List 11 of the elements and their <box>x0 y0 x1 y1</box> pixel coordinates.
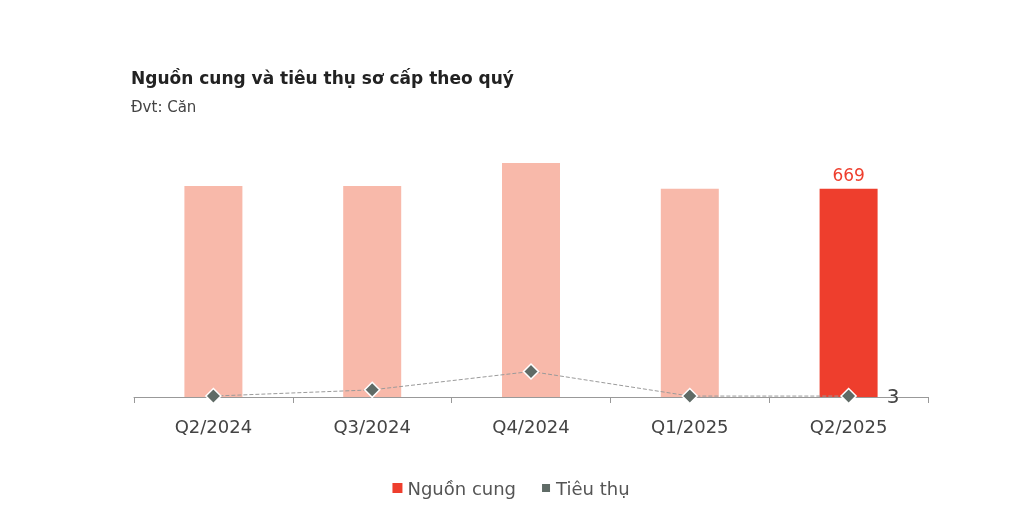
chart-subtitle: Đvt: Căn <box>131 97 197 116</box>
x-tick-label: Q2/2025 <box>809 415 888 437</box>
legend-label: Tiêu thụ <box>555 477 630 499</box>
chart-title: Nguồn cung và tiêu thụ sơ cấp theo quý <box>131 67 514 88</box>
x-tick-label: Q1/2025 <box>651 415 729 437</box>
x-tick-label: Q3/2024 <box>333 415 411 437</box>
legend-label: Nguồn cung <box>407 477 517 499</box>
data-label: 3 <box>886 384 900 409</box>
x-tick-label: Q2/2024 <box>174 415 253 437</box>
data-label: 669 <box>832 165 865 186</box>
x-tick-label: Q4/2024 <box>492 415 570 437</box>
